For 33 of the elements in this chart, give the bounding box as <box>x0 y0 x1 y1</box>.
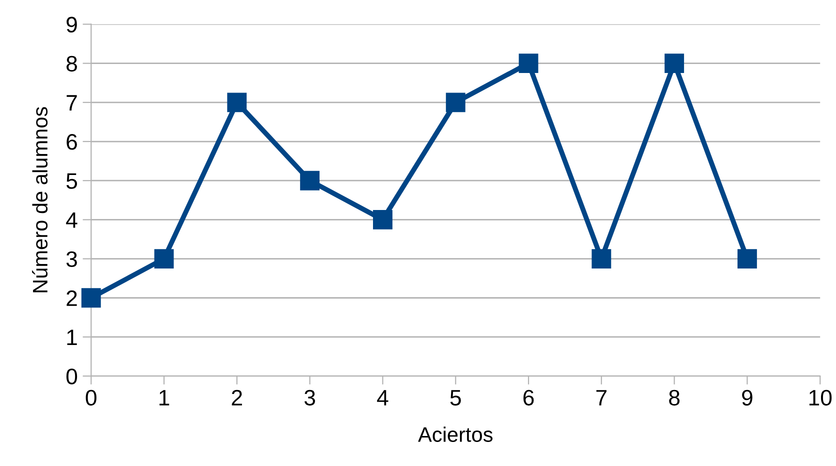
point <box>592 249 612 269</box>
y-tick-label: 1 <box>67 330 77 346</box>
x-axis-title: Aciertos <box>418 426 492 442</box>
point <box>81 288 101 308</box>
y-axis-title: Número de alumnos <box>32 107 48 292</box>
x-tick-label: 2 <box>232 390 242 406</box>
x-tick-label: 6 <box>523 390 534 406</box>
x-tick-label: 0 <box>86 390 96 406</box>
y-tick-label: 6 <box>66 134 77 150</box>
y-tick-label: 7 <box>66 95 77 110</box>
x-tick-label: 4 <box>377 390 388 406</box>
point <box>227 92 247 112</box>
y-tick-label: 2 <box>66 290 77 306</box>
x-tick-label: 3 <box>304 390 316 406</box>
y-tick-label: 4 <box>66 212 78 228</box>
x-tick-label: 10 <box>809 390 832 406</box>
x-tick-label: 8 <box>669 390 680 406</box>
point <box>664 54 684 74</box>
point <box>737 249 757 269</box>
point <box>300 170 320 190</box>
x-tick-label: 7 <box>596 390 606 406</box>
x-tick-label: 5 <box>450 390 461 406</box>
y-tick-label: 9 <box>66 16 77 33</box>
point <box>154 249 174 269</box>
x-tick-label: 1 <box>160 390 170 406</box>
x-tick-label: 9 <box>742 390 752 406</box>
y-tick-label: 0 <box>66 368 78 384</box>
y-tick-label: 3 <box>66 251 77 268</box>
point <box>446 92 466 112</box>
point <box>373 210 392 230</box>
y-tick-label: 5 <box>66 173 77 189</box>
y-tick-label: 8 <box>66 56 77 72</box>
point <box>518 54 538 74</box>
